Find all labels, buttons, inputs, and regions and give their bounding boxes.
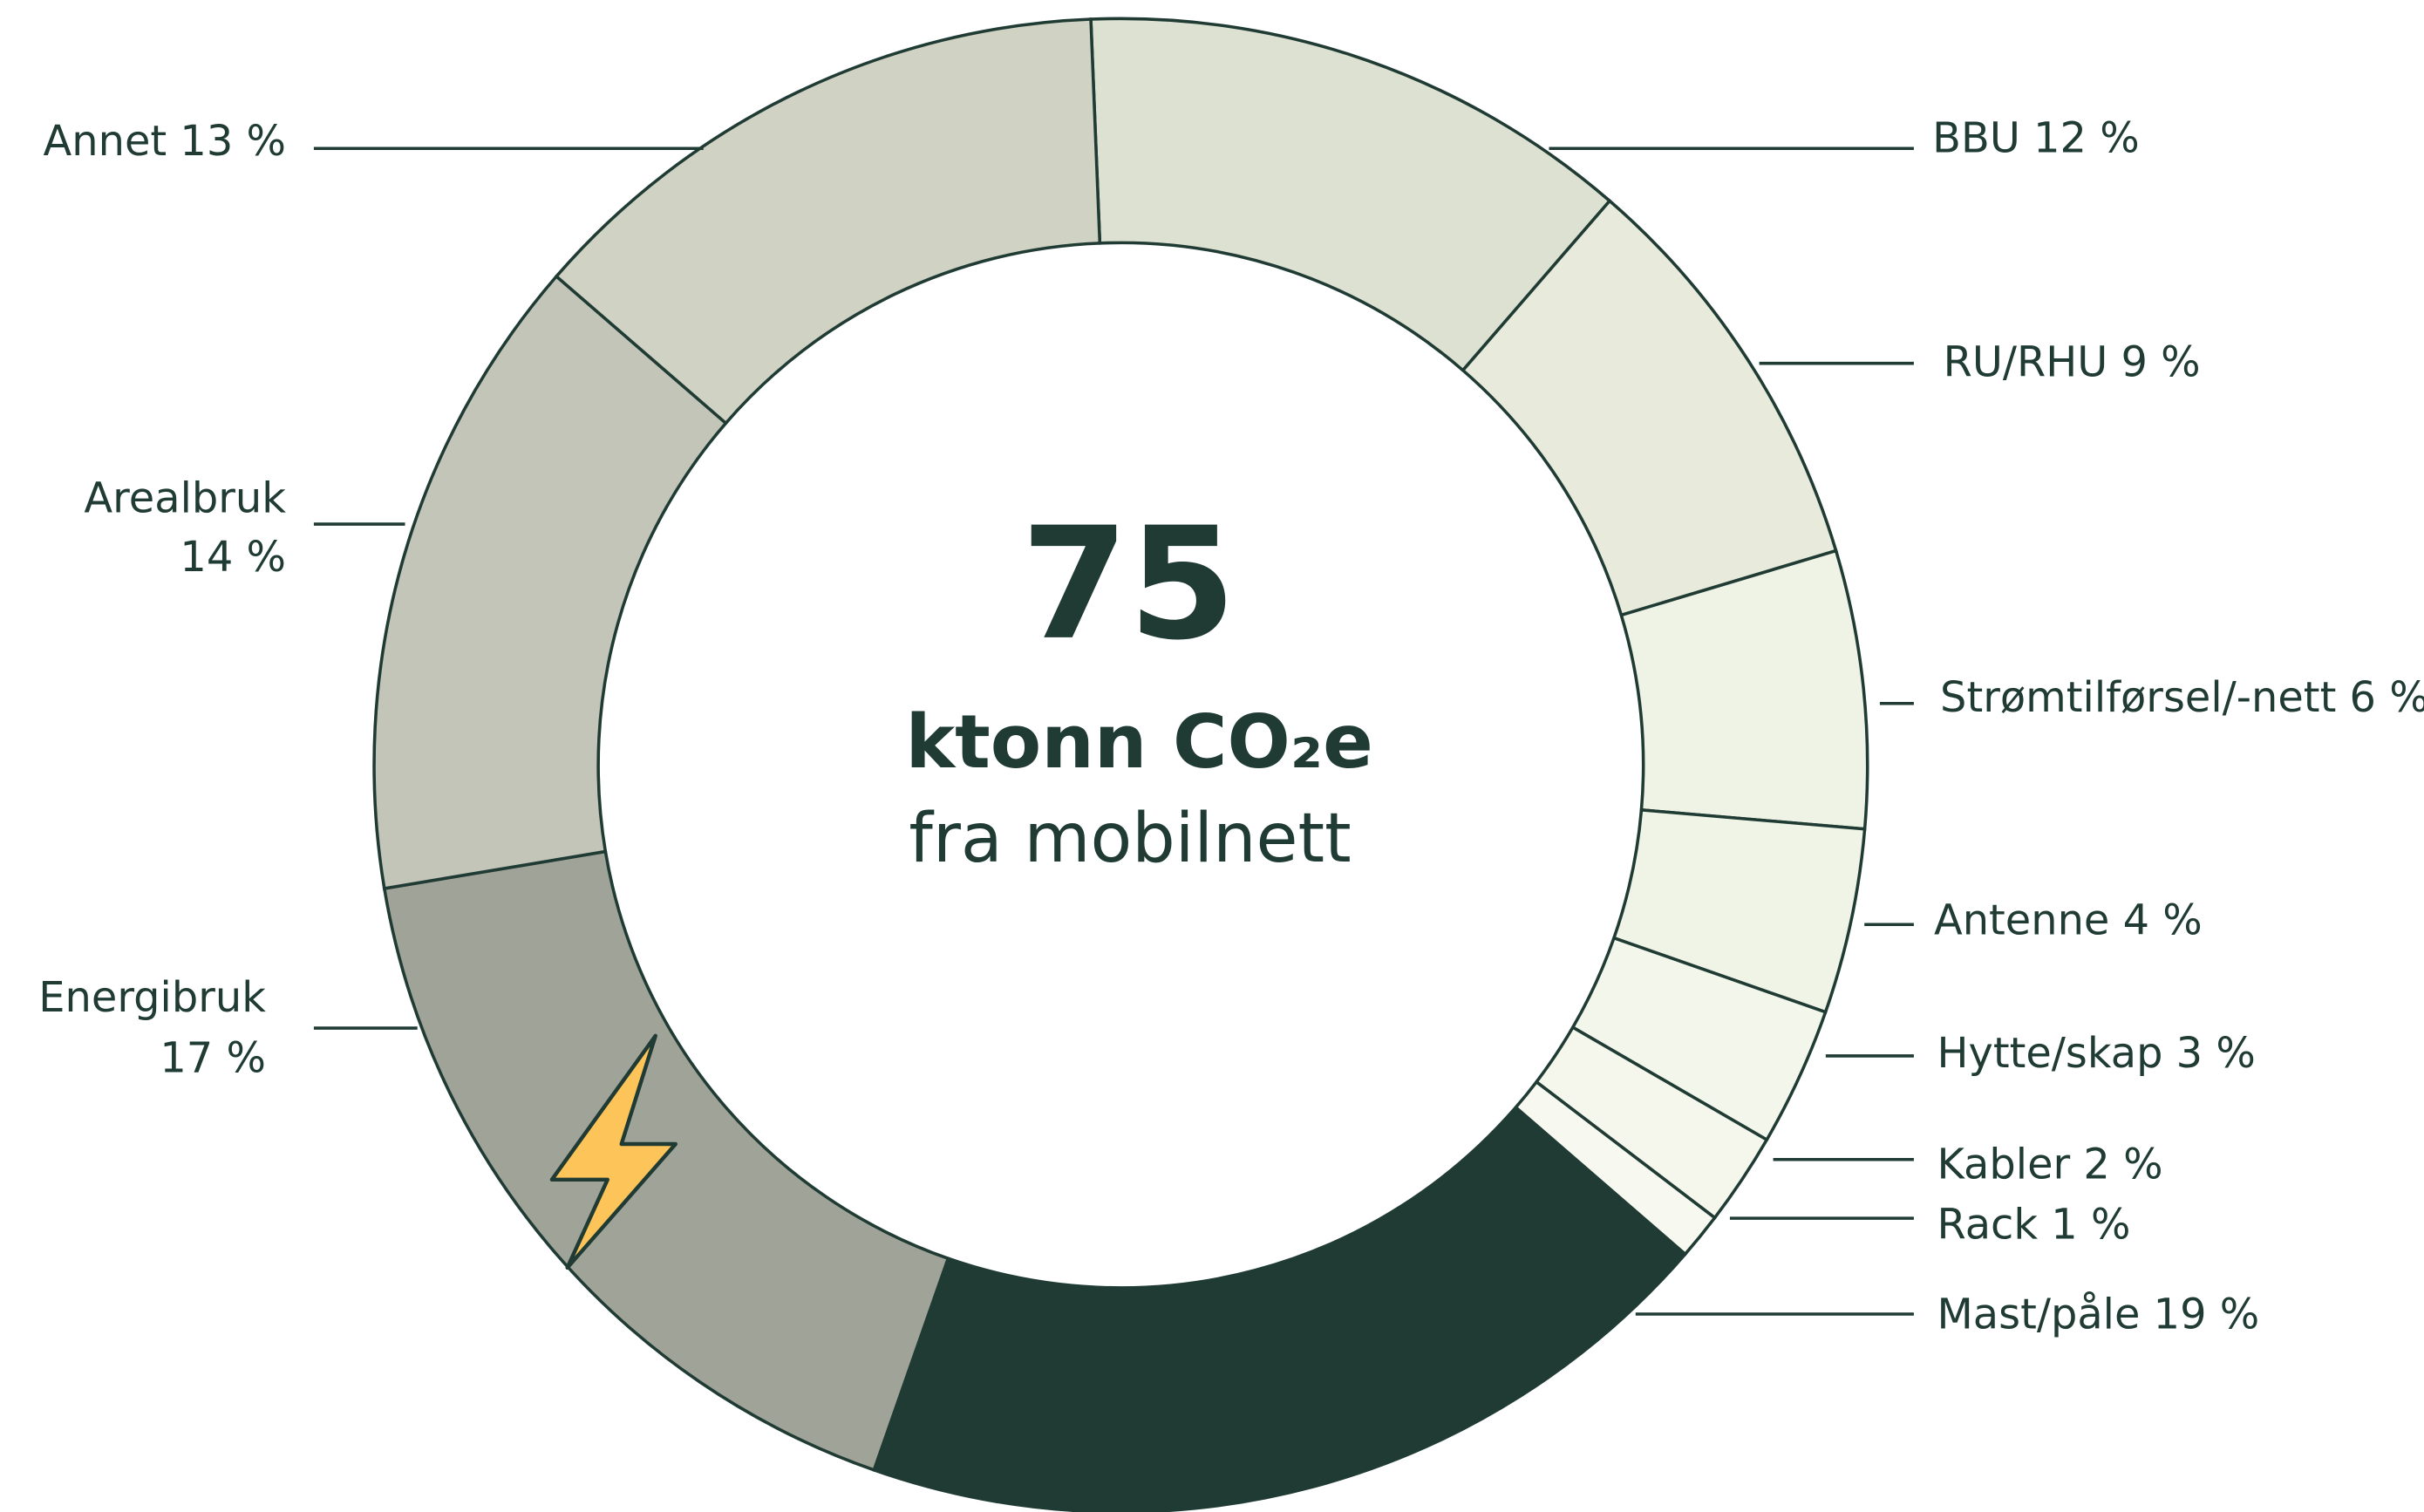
slice-label: Strømtilførsel/-nett 6 % xyxy=(1940,674,2424,722)
value-label: 1 % xyxy=(2051,1202,2130,1250)
category-label: Strømtilførsel/-nett xyxy=(1940,674,2336,722)
slice xyxy=(872,1105,1688,1512)
category-label: Mast/påle xyxy=(1937,1291,2141,1339)
lightning-icon xyxy=(549,1033,677,1270)
category-label: Rack xyxy=(1937,1202,2039,1250)
slice-label: Rack 1 % xyxy=(1937,1202,2131,1250)
slice xyxy=(372,274,728,891)
unit-label: ktonn CO₂e xyxy=(906,699,1373,786)
slice-label: Mast/påle 19 % xyxy=(1937,1291,2260,1339)
donut xyxy=(372,17,1869,1512)
category-label: Kabler xyxy=(1937,1141,2071,1189)
slice-label: Annet 13 % xyxy=(44,118,286,166)
slice-label: Antenne 4 % xyxy=(1934,896,2203,944)
value-label: 14 % xyxy=(180,534,286,582)
value-label: 9 % xyxy=(2121,338,2201,386)
category-label: Energibruk xyxy=(38,974,266,1022)
category-label: Annet xyxy=(44,118,167,166)
value-label: 13 % xyxy=(180,118,286,166)
value-label: 19 % xyxy=(2154,1291,2260,1339)
value-label: 6 % xyxy=(2350,674,2424,722)
value-label: 3 % xyxy=(2176,1030,2256,1078)
total-value: 75 xyxy=(1021,494,1236,674)
value-label: 17 % xyxy=(160,1034,266,1082)
value-label: 2 % xyxy=(2083,1141,2162,1189)
category-label: Arealbruk xyxy=(84,474,286,522)
category-label: BBU xyxy=(1932,114,2020,162)
slice-label: Kabler 2 % xyxy=(1937,1141,2163,1189)
category-label: Antenne xyxy=(1934,896,2109,944)
slice-label: BBU 12 % xyxy=(1932,114,2140,162)
category-label: RU/RHU xyxy=(1944,338,2108,386)
slice xyxy=(382,849,950,1473)
slice-label: Hytte/skap 3 % xyxy=(1937,1030,2256,1078)
subtitle: fra mobilnett xyxy=(909,800,1351,878)
slice-label: RU/RHU 9 % xyxy=(1944,338,2201,386)
slice xyxy=(554,17,1102,426)
category-label: Hytte/skap xyxy=(1937,1030,2163,1078)
value-label: 4 % xyxy=(2123,896,2203,944)
value-label: 12 % xyxy=(2033,114,2140,162)
